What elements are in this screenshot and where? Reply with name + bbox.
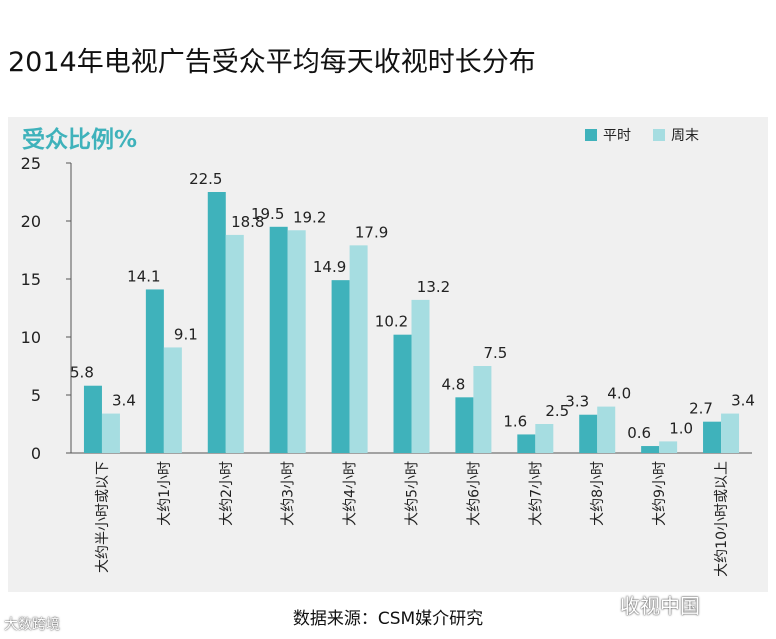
bar-weekday: [331, 280, 350, 453]
bar-weekday: [393, 334, 412, 453]
x-tick-label: 大约8小时: [590, 461, 606, 526]
data-label: 3.3: [565, 393, 589, 411]
chart-panel: [8, 117, 768, 592]
legend-swatch: [585, 129, 597, 141]
x-tick-label: 大约4小时: [343, 461, 359, 526]
data-label: 10.2: [375, 313, 408, 331]
bar-weekend: [659, 441, 678, 453]
y-tick-label: 20: [21, 212, 41, 231]
data-label: 9.1: [174, 325, 198, 343]
x-tick-label: 大约7小时: [528, 461, 544, 526]
data-label: 4.8: [441, 375, 465, 393]
x-tick-label: 大约6小时: [466, 461, 482, 526]
watermark-left: 大数跨境: [4, 617, 60, 633]
y-tick-label: 5: [31, 386, 41, 405]
source-note: 数据来源：CSM媒介研究: [292, 609, 484, 629]
x-tick-label: 大约3小时: [281, 461, 297, 526]
bar-weekend: [101, 413, 120, 453]
x-tick-label: 大约10小时或以上: [714, 461, 730, 577]
bar-weekday: [641, 446, 660, 453]
chart-title: 2014年电视广告受众平均每天收视时长分布: [8, 47, 536, 78]
legend-swatch: [653, 129, 665, 141]
data-label: 1.0: [669, 419, 693, 437]
data-label: 3.4: [731, 392, 755, 410]
x-tick-label: 大约2小时: [219, 461, 235, 526]
x-tick-label: 大约1小时: [157, 461, 173, 526]
data-label: 19.2: [293, 208, 326, 226]
data-label: 4.0: [607, 385, 631, 403]
data-label: 7.5: [483, 344, 507, 362]
data-label: 22.5: [189, 170, 222, 188]
x-tick-label: 大约5小时: [405, 461, 421, 526]
data-label: 0.6: [627, 424, 651, 442]
data-label: 1.6: [503, 412, 527, 430]
bar-weekday: [517, 434, 536, 453]
bar-weekday: [455, 397, 474, 453]
y-tick-label: 15: [21, 270, 41, 289]
bar-weekend: [225, 234, 244, 453]
y-tick-label: 25: [21, 154, 41, 173]
data-label: 2.5: [545, 402, 569, 420]
bar-weekday: [269, 226, 288, 453]
bar-weekday: [703, 421, 722, 453]
bar-weekday: [207, 192, 226, 453]
data-label: 18.8: [231, 213, 264, 231]
bar-weekday: [579, 414, 598, 453]
y-tick-label: 0: [31, 444, 41, 463]
data-label: 5.8: [70, 364, 94, 382]
data-label: 14.9: [313, 258, 346, 276]
bar-weekend: [597, 406, 616, 453]
watermark-right: 收视中国: [620, 594, 700, 618]
bar-weekend: [473, 366, 492, 453]
data-label: 19.5: [251, 205, 284, 223]
bar-weekend: [349, 245, 368, 453]
legend-label: 平时: [603, 128, 631, 144]
data-label: 2.7: [689, 400, 713, 418]
bar-weekend: [721, 413, 740, 453]
data-label: 14.1: [127, 267, 160, 285]
x-tick-label: 大约9小时: [652, 461, 668, 526]
y-axis-label: 受众比例%: [22, 127, 138, 153]
bar-weekend: [411, 299, 430, 453]
y-tick-label: 10: [21, 328, 41, 347]
bar-weekend: [535, 424, 554, 453]
bar-weekend: [163, 347, 182, 453]
bar-weekend: [287, 230, 306, 453]
x-tick-label: 大约半小时或以下: [95, 461, 111, 573]
data-label: 13.2: [417, 278, 450, 296]
data-label: 3.4: [112, 392, 136, 410]
bar-weekday: [83, 385, 102, 453]
legend-label: 周末: [671, 128, 699, 144]
bar-weekday: [145, 289, 164, 453]
data-label: 17.9: [355, 223, 388, 241]
